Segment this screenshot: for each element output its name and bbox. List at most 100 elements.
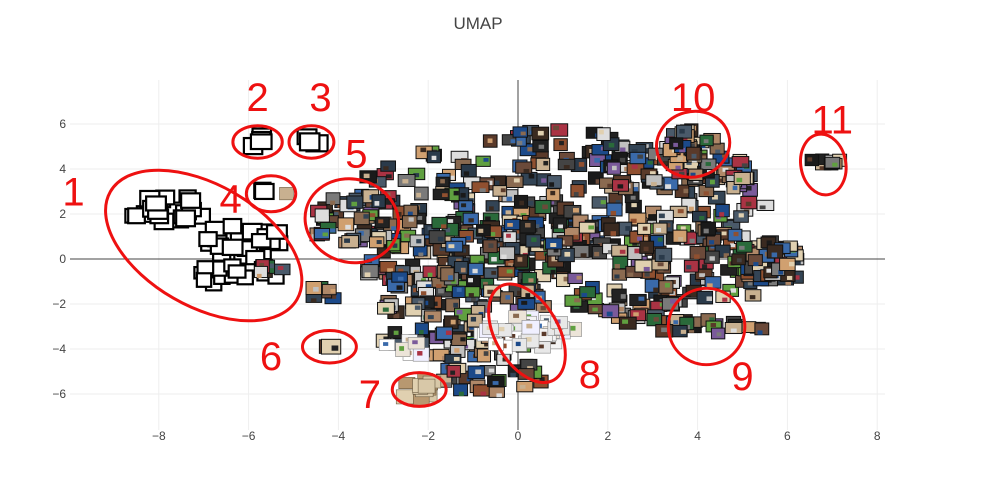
- x-tick-label: 0: [515, 429, 522, 443]
- thumbnail-marker: [571, 244, 590, 258]
- thumbnail-marker: [671, 167, 688, 180]
- thumbnail-marker: [709, 142, 725, 155]
- thumbnail-marker: [564, 294, 583, 307]
- thumbnail-marker: [606, 202, 623, 217]
- thumbnail-marker: [618, 316, 637, 330]
- thumbnail-marker: [411, 212, 427, 225]
- thumbnail-marker: [705, 320, 722, 333]
- thumbnail-marker: [521, 272, 537, 285]
- thumbnail-marker: [556, 273, 571, 288]
- thumbnail-marker: [644, 278, 660, 293]
- thumbnail-marker: [706, 233, 722, 247]
- thumbnail-marker: [422, 265, 437, 278]
- thumbnail-marker: [482, 239, 498, 254]
- thumbnail-marker: [380, 160, 397, 172]
- x-tick-label: −6: [242, 429, 256, 443]
- thumbnail-marker: [314, 208, 330, 223]
- thumbnail-marker: [756, 199, 775, 212]
- thumbnail-marker: [760, 236, 777, 249]
- thumbnail-marker: [599, 177, 615, 189]
- thumbnail-marker: [483, 267, 499, 279]
- thumbnail-marker: [353, 211, 370, 226]
- thumbnail-marker: [686, 146, 701, 161]
- thumbnail-marker: [602, 242, 619, 255]
- thumbnail-marker: [387, 326, 403, 339]
- cluster-4-ellipse: [244, 174, 298, 214]
- thumbnail-marker: [440, 267, 455, 282]
- cluster-1-label: 1: [62, 171, 84, 215]
- thumbnail-marker: [479, 277, 495, 290]
- thumbnail-marker: [638, 157, 655, 169]
- thumbnail-marker: [337, 217, 355, 232]
- thumbnail-marker: [731, 156, 750, 168]
- thumbnail-marker: [444, 353, 462, 366]
- thumbnail-marker: [468, 262, 484, 277]
- thumbnail-marker: [715, 203, 730, 218]
- thumbnail-marker: [655, 209, 674, 224]
- thumbnail-marker: [720, 264, 738, 276]
- thumbnail-marker: [676, 124, 693, 139]
- x-axis: −8 −6 −4 −2 0 2 4 6 8: [152, 429, 881, 443]
- thumbnail-marker: [520, 358, 538, 371]
- thumbnail-marker: [645, 174, 663, 187]
- thumbnail-marker: [566, 322, 582, 337]
- thumbnail-marker: [616, 221, 633, 236]
- thumbnail-marker: [766, 244, 784, 259]
- thumbnail-marker: [733, 171, 751, 185]
- thumbnail-marker: [535, 157, 551, 172]
- thumbnail-marker: [710, 327, 726, 340]
- thumbnail-marker: [557, 158, 576, 171]
- thumbnail-marker: [273, 263, 291, 276]
- thumbnail-marker: [222, 217, 243, 235]
- thumbnail-marker: [727, 228, 743, 242]
- thumbnail-marker: [689, 246, 707, 260]
- thumbnail-marker: [423, 310, 442, 323]
- thumbnail-marker: [515, 161, 533, 174]
- thumbnail-marker: [815, 153, 830, 165]
- thumbnail-marker: [395, 342, 411, 357]
- thumbnail-marker: [175, 209, 197, 228]
- thumbnail-marker: [431, 216, 448, 229]
- thumbnail-marker: [601, 304, 620, 319]
- thumbnail-marker: [377, 301, 395, 315]
- cluster-2-label: 2: [246, 76, 268, 120]
- thumbnail-marker: [550, 123, 569, 137]
- x-tick-label: −8: [152, 429, 166, 443]
- cluster-10-ellipse: [655, 109, 732, 179]
- thumbnail-marker: [487, 375, 505, 388]
- thumbnail-marker: [346, 195, 364, 209]
- thumbnail-marker: [779, 257, 796, 272]
- thumbnail-marker: [414, 186, 429, 201]
- thumbnail-marker: [552, 217, 568, 229]
- thumbnail-marker: [612, 179, 629, 192]
- thumbnail-marker: [694, 268, 713, 280]
- thumbnail-marker: [397, 174, 416, 187]
- cluster-7-label: 7: [359, 373, 381, 417]
- cluster-8-ellipse: [487, 282, 567, 384]
- thumbnail-marker: [467, 365, 485, 380]
- cluster-11-label: 11: [812, 99, 854, 143]
- thumbnail-marker: [627, 246, 643, 261]
- x-tick-label: 6: [784, 429, 791, 443]
- y-axis: −6 −4 −2 0 2 4 6: [52, 117, 66, 401]
- thumbnail-marker: [520, 171, 538, 186]
- thumbnail-marker: [736, 240, 753, 253]
- y-tick-label: 2: [59, 207, 66, 221]
- thumbnail-marker: [703, 250, 720, 264]
- thumbnail-marker: [716, 229, 733, 241]
- thumbnail-marker: [596, 127, 611, 142]
- thumbnail-marker: [646, 312, 663, 327]
- thumbnail-marker: [459, 338, 476, 351]
- thumbnail-marker: [525, 234, 542, 248]
- thumbnail-marker: [699, 134, 714, 147]
- thumbnail-marker: [740, 195, 758, 210]
- thumbnail-marker: [544, 237, 563, 250]
- thumbnail-marker: [502, 231, 517, 244]
- thumbnail-marker: [578, 221, 596, 234]
- thumbnail-marker: [499, 291, 515, 305]
- thumbnail-marker: [513, 194, 529, 209]
- thumbnail-marker: [412, 347, 430, 362]
- thumbnail-marker: [409, 234, 425, 248]
- thumbnail-marker: [700, 158, 717, 171]
- thumbnail-marker: [453, 383, 469, 397]
